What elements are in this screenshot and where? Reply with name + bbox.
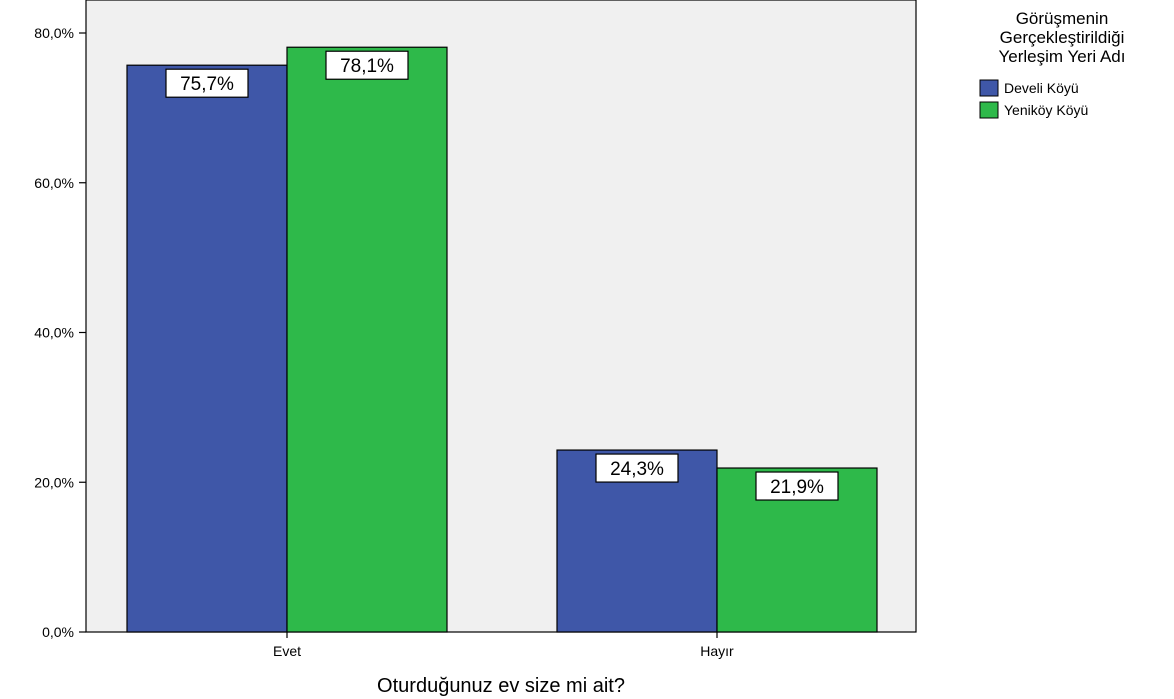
data-label: 75,7%: [180, 74, 234, 95]
data-label: 78,1%: [340, 56, 394, 77]
y-tick-label: 0,0%: [42, 624, 74, 640]
x-tick-label: Hayır: [700, 643, 734, 659]
y-tick-label: 80,0%: [34, 25, 74, 41]
data-label-box: [595, 453, 679, 483]
data-label-box: [325, 50, 409, 80]
x-tick-label: Evet: [273, 643, 301, 659]
data-label: 21,9%: [770, 477, 824, 498]
legend-label: Develi Köyü: [1004, 80, 1079, 96]
legend-swatch: [979, 101, 999, 119]
legend-title: Gerçekleştirildiği: [1000, 28, 1125, 47]
data-label-box: [755, 471, 839, 501]
y-tick-label: 40,0%: [34, 325, 74, 341]
legend-swatch: [979, 79, 999, 97]
bars: [126, 46, 878, 633]
y-tick-label: 60,0%: [34, 175, 74, 191]
data-labels: 75,7% 78,1% 24,3% 21,9%: [165, 50, 839, 501]
bar: [286, 46, 448, 633]
data-label-box: [165, 68, 249, 98]
data-label: 24,3%: [610, 459, 664, 480]
x-axis: Evet Hayır: [273, 632, 734, 659]
y-axis: 0,0% 20,0% 40,0% 60,0% 80,0%: [34, 25, 86, 640]
bar: [126, 64, 288, 633]
legend-title: Görüşmenin: [1016, 9, 1109, 28]
x-axis-title: Oturduğunuz ev size mi ait?: [377, 675, 625, 697]
legend-label: Yeniköy Köyü: [1004, 102, 1088, 118]
y-tick-label: 20,0%: [34, 474, 74, 490]
legend-title: Yerleşim Yeri Adı: [999, 47, 1126, 66]
